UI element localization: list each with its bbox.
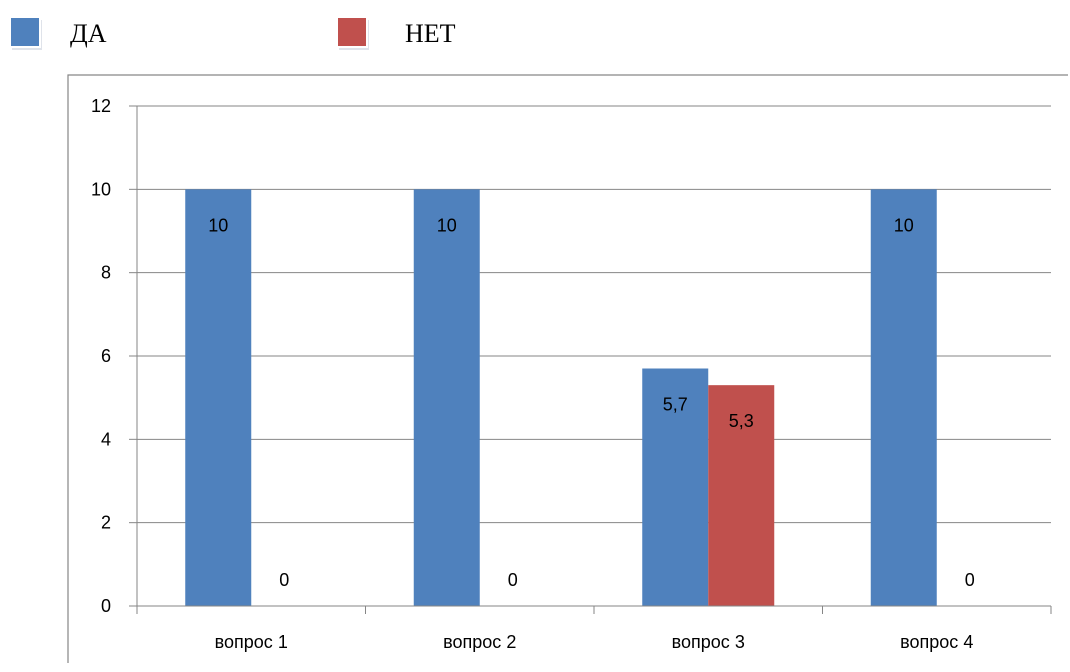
data-label-da-4: 10 — [894, 215, 914, 235]
data-label-da-2: 10 — [437, 215, 457, 235]
bar-da-1 — [185, 189, 252, 607]
bar-da-3 — [642, 368, 709, 606]
x-category-label: вопрос 4 — [900, 632, 973, 652]
data-label-net-2: 0 — [508, 570, 518, 590]
x-category-label: вопрос 2 — [443, 632, 516, 652]
data-label-da-3: 5,7 — [663, 395, 688, 415]
y-tick-label: 2 — [101, 513, 111, 533]
axes-group — [129, 105, 1052, 614]
y-tick-label: 10 — [91, 179, 111, 199]
y-tick-label: 12 — [91, 96, 111, 116]
labels-group: 0 2 4 6 8 10 12 10 0 вопрос 1 10 0 вопрос 2 5,7 5,3 воп… — [91, 96, 975, 652]
legend-item-da: ДА — [9, 16, 107, 50]
data-label-net-4: 0 — [965, 570, 975, 590]
y-tick-label: 0 — [101, 596, 111, 616]
bar-da-4 — [870, 189, 937, 607]
x-category-label: вопрос 3 — [672, 632, 745, 652]
legend-swatch-da — [9, 16, 41, 48]
bars-group — [185, 189, 937, 607]
data-label-net-1: 0 — [279, 570, 289, 590]
legend-item-net: НЕТ — [336, 16, 456, 50]
legend: ДА НЕТ — [9, 16, 456, 50]
data-label-net-3: 5,3 — [729, 411, 754, 431]
chart-frame — [67, 74, 1068, 663]
legend-label-da: ДА — [70, 19, 107, 48]
data-label-da-1: 10 — [208, 215, 228, 235]
legend-swatch-net — [336, 16, 368, 48]
bar-da-2 — [413, 189, 480, 607]
x-category-label: вопрос 1 — [215, 632, 288, 652]
bar-net-3 — [708, 385, 775, 606]
legend-label-net: НЕТ — [405, 19, 456, 48]
y-tick-label: 4 — [101, 429, 111, 449]
y-tick-label: 6 — [101, 346, 111, 366]
y-tick-label: 8 — [101, 263, 111, 283]
